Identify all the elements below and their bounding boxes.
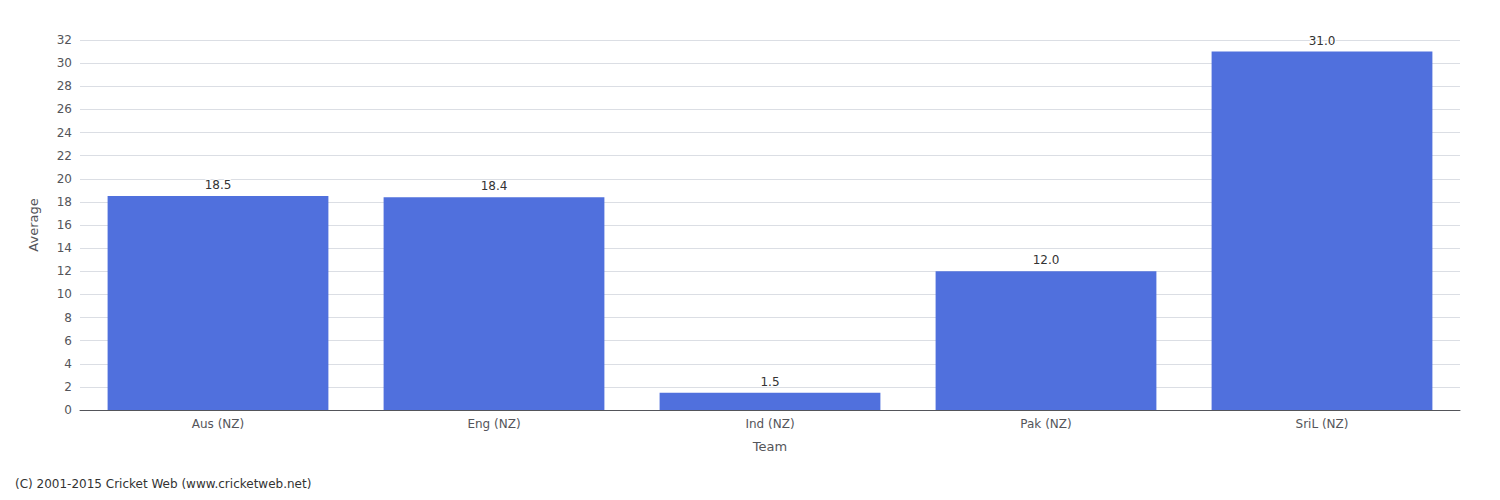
svg-text:26: 26 bbox=[57, 102, 72, 116]
svg-text:12.0: 12.0 bbox=[1033, 253, 1060, 267]
svg-text:18.4: 18.4 bbox=[481, 179, 508, 193]
svg-text:22: 22 bbox=[57, 149, 72, 163]
svg-text:32: 32 bbox=[57, 33, 72, 47]
svg-text:Team: Team bbox=[752, 439, 787, 454]
svg-text:6: 6 bbox=[64, 334, 72, 348]
svg-text:0: 0 bbox=[64, 403, 72, 417]
svg-text:Average: Average bbox=[26, 198, 41, 251]
svg-text:SriL (NZ): SriL (NZ) bbox=[1296, 417, 1349, 431]
svg-text:Aus (NZ): Aus (NZ) bbox=[192, 417, 244, 431]
svg-text:28: 28 bbox=[57, 79, 72, 93]
svg-text:10: 10 bbox=[57, 287, 72, 301]
svg-text:Ind (NZ): Ind (NZ) bbox=[745, 417, 794, 431]
svg-text:1.5: 1.5 bbox=[760, 375, 779, 389]
svg-text:Eng (NZ): Eng (NZ) bbox=[467, 417, 520, 431]
svg-text:4: 4 bbox=[64, 357, 72, 371]
svg-text:8: 8 bbox=[64, 311, 72, 325]
svg-text:18: 18 bbox=[57, 195, 72, 209]
svg-text:(C) 2001-2015 Cricket Web (www: (C) 2001-2015 Cricket Web (www.cricketwe… bbox=[15, 477, 311, 491]
svg-text:12: 12 bbox=[57, 264, 72, 278]
svg-text:Pak (NZ): Pak (NZ) bbox=[1020, 417, 1071, 431]
svg-text:30: 30 bbox=[57, 56, 72, 70]
svg-text:14: 14 bbox=[57, 241, 72, 255]
svg-text:31.0: 31.0 bbox=[1309, 34, 1336, 48]
svg-text:20: 20 bbox=[57, 172, 72, 186]
svg-text:18.5: 18.5 bbox=[205, 178, 232, 192]
svg-text:2: 2 bbox=[64, 380, 72, 394]
svg-text:24: 24 bbox=[57, 126, 72, 140]
svg-text:16: 16 bbox=[57, 218, 72, 232]
